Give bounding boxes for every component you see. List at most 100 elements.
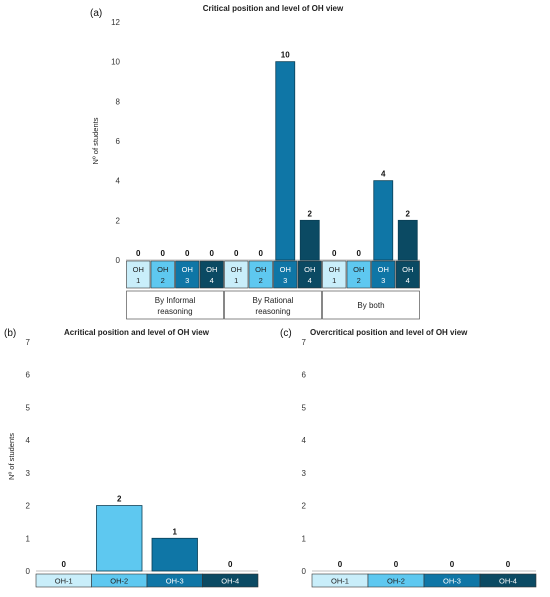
category-label: 3 [381, 276, 385, 285]
y-tick-label: 4 [116, 177, 121, 186]
data-label: 0 [332, 249, 337, 258]
y-tick-label: 0 [302, 567, 307, 576]
y-axis-label-a: Nº of students [91, 117, 100, 164]
group-label-line: reasoning [157, 307, 192, 316]
category-label: OH-3 [166, 577, 184, 586]
bar [275, 61, 296, 261]
y-tick-label: 4 [302, 436, 307, 445]
data-label: 0 [136, 249, 141, 258]
category-cell [322, 260, 347, 289]
data-label: 0 [210, 249, 215, 258]
y-tick-label: 7 [26, 338, 31, 347]
category-label: OH-2 [387, 577, 405, 586]
category-cell [126, 260, 151, 289]
bar [373, 180, 394, 261]
category-label: OH [353, 265, 364, 274]
y-axis-label: Nº of students [7, 433, 16, 480]
y-tick-label: 2 [26, 502, 31, 511]
category-cell [248, 260, 273, 289]
data-label: 0 [394, 560, 399, 569]
panel-letter: (b) [4, 328, 16, 339]
group-label-box [224, 290, 322, 320]
category-label: 4 [406, 276, 410, 285]
chart-title: Acritical position and level of OH view [64, 328, 210, 337]
category-label: OH [378, 265, 389, 274]
y-tick-label: 0 [116, 256, 121, 265]
y-tick-label: 1 [302, 534, 307, 543]
data-label: 0 [228, 560, 233, 569]
y-tick-label: 12 [111, 18, 120, 27]
y-tick-label: 2 [116, 216, 121, 225]
data-label: 0 [185, 249, 190, 258]
category-label: 1 [136, 276, 140, 285]
category-cell [273, 260, 298, 289]
data-label: 2 [406, 209, 411, 218]
bar [96, 505, 143, 572]
chart-title-a: Critical position and level of OH view [203, 4, 344, 13]
group-label-box [126, 290, 224, 320]
panel-letter-a: (a) [90, 8, 102, 19]
category-cell [346, 260, 371, 289]
group-label: By Rational reasoning [253, 296, 294, 316]
y-tick-label: 10 [111, 58, 120, 67]
category-label: OH-3 [443, 577, 461, 586]
y-tick-label: 3 [26, 469, 31, 478]
bar [397, 219, 418, 261]
category-label: OH [255, 265, 266, 274]
data-label: 0 [62, 560, 67, 569]
category-label: OH [304, 265, 315, 274]
category-cell [224, 260, 249, 289]
category-label: 4 [210, 276, 214, 285]
category-label: OH-4 [221, 577, 239, 586]
category-cell [175, 260, 200, 289]
category-label: 1 [234, 276, 238, 285]
panel-letter: (c) [280, 328, 292, 339]
category-label: OH-2 [110, 577, 128, 586]
y-tick-label: 7 [302, 338, 307, 347]
y-tick-label: 6 [302, 371, 307, 380]
category-label: 4 [308, 276, 312, 285]
group-label-box [322, 290, 420, 320]
category-cell [479, 573, 537, 588]
bar [299, 219, 320, 261]
category-label: OH-4 [499, 577, 517, 586]
data-label: 0 [234, 249, 239, 258]
category-label: OH [231, 265, 242, 274]
data-label: 0 [338, 560, 343, 569]
category-cell [297, 260, 322, 289]
category-label: OH [182, 265, 193, 274]
y-tick-label: 4 [26, 436, 31, 445]
data-label: 0 [506, 560, 511, 569]
category-label: OH [402, 265, 413, 274]
y-tick-label: 8 [116, 97, 121, 106]
category-cell [202, 573, 259, 588]
data-label: 2 [308, 209, 313, 218]
category-label: OH [157, 265, 168, 274]
y-tick-label: 0 [26, 567, 31, 576]
category-cell [395, 260, 420, 289]
data-label: 10 [281, 51, 290, 60]
bar [151, 537, 198, 572]
y-tick-label: 6 [116, 137, 121, 146]
category-label: OH [206, 265, 217, 274]
category-cell [371, 260, 396, 289]
category-label: OH [280, 265, 291, 274]
data-label: 0 [259, 249, 264, 258]
category-label: OH-1 [55, 577, 73, 586]
y-tick-label: 1 [26, 534, 31, 543]
data-label: 1 [173, 527, 178, 536]
category-label: 2 [357, 276, 361, 285]
category-label: 3 [283, 276, 287, 285]
group-label-line: reasoning [255, 307, 290, 316]
category-label: 3 [185, 276, 189, 285]
category-label: 1 [332, 276, 336, 285]
group-label-line: By Rational [253, 296, 294, 305]
category-label: OH [133, 265, 144, 274]
category-label: 2 [161, 276, 165, 285]
panel-b: (b) Acritical position and level of OH vi… [4, 328, 259, 588]
category-cell [150, 260, 175, 289]
chart-title: Overcritical position and level of OH vi… [310, 328, 468, 337]
y-tick-label: 2 [302, 502, 307, 511]
group-label: By Informal reasoning [155, 296, 196, 316]
